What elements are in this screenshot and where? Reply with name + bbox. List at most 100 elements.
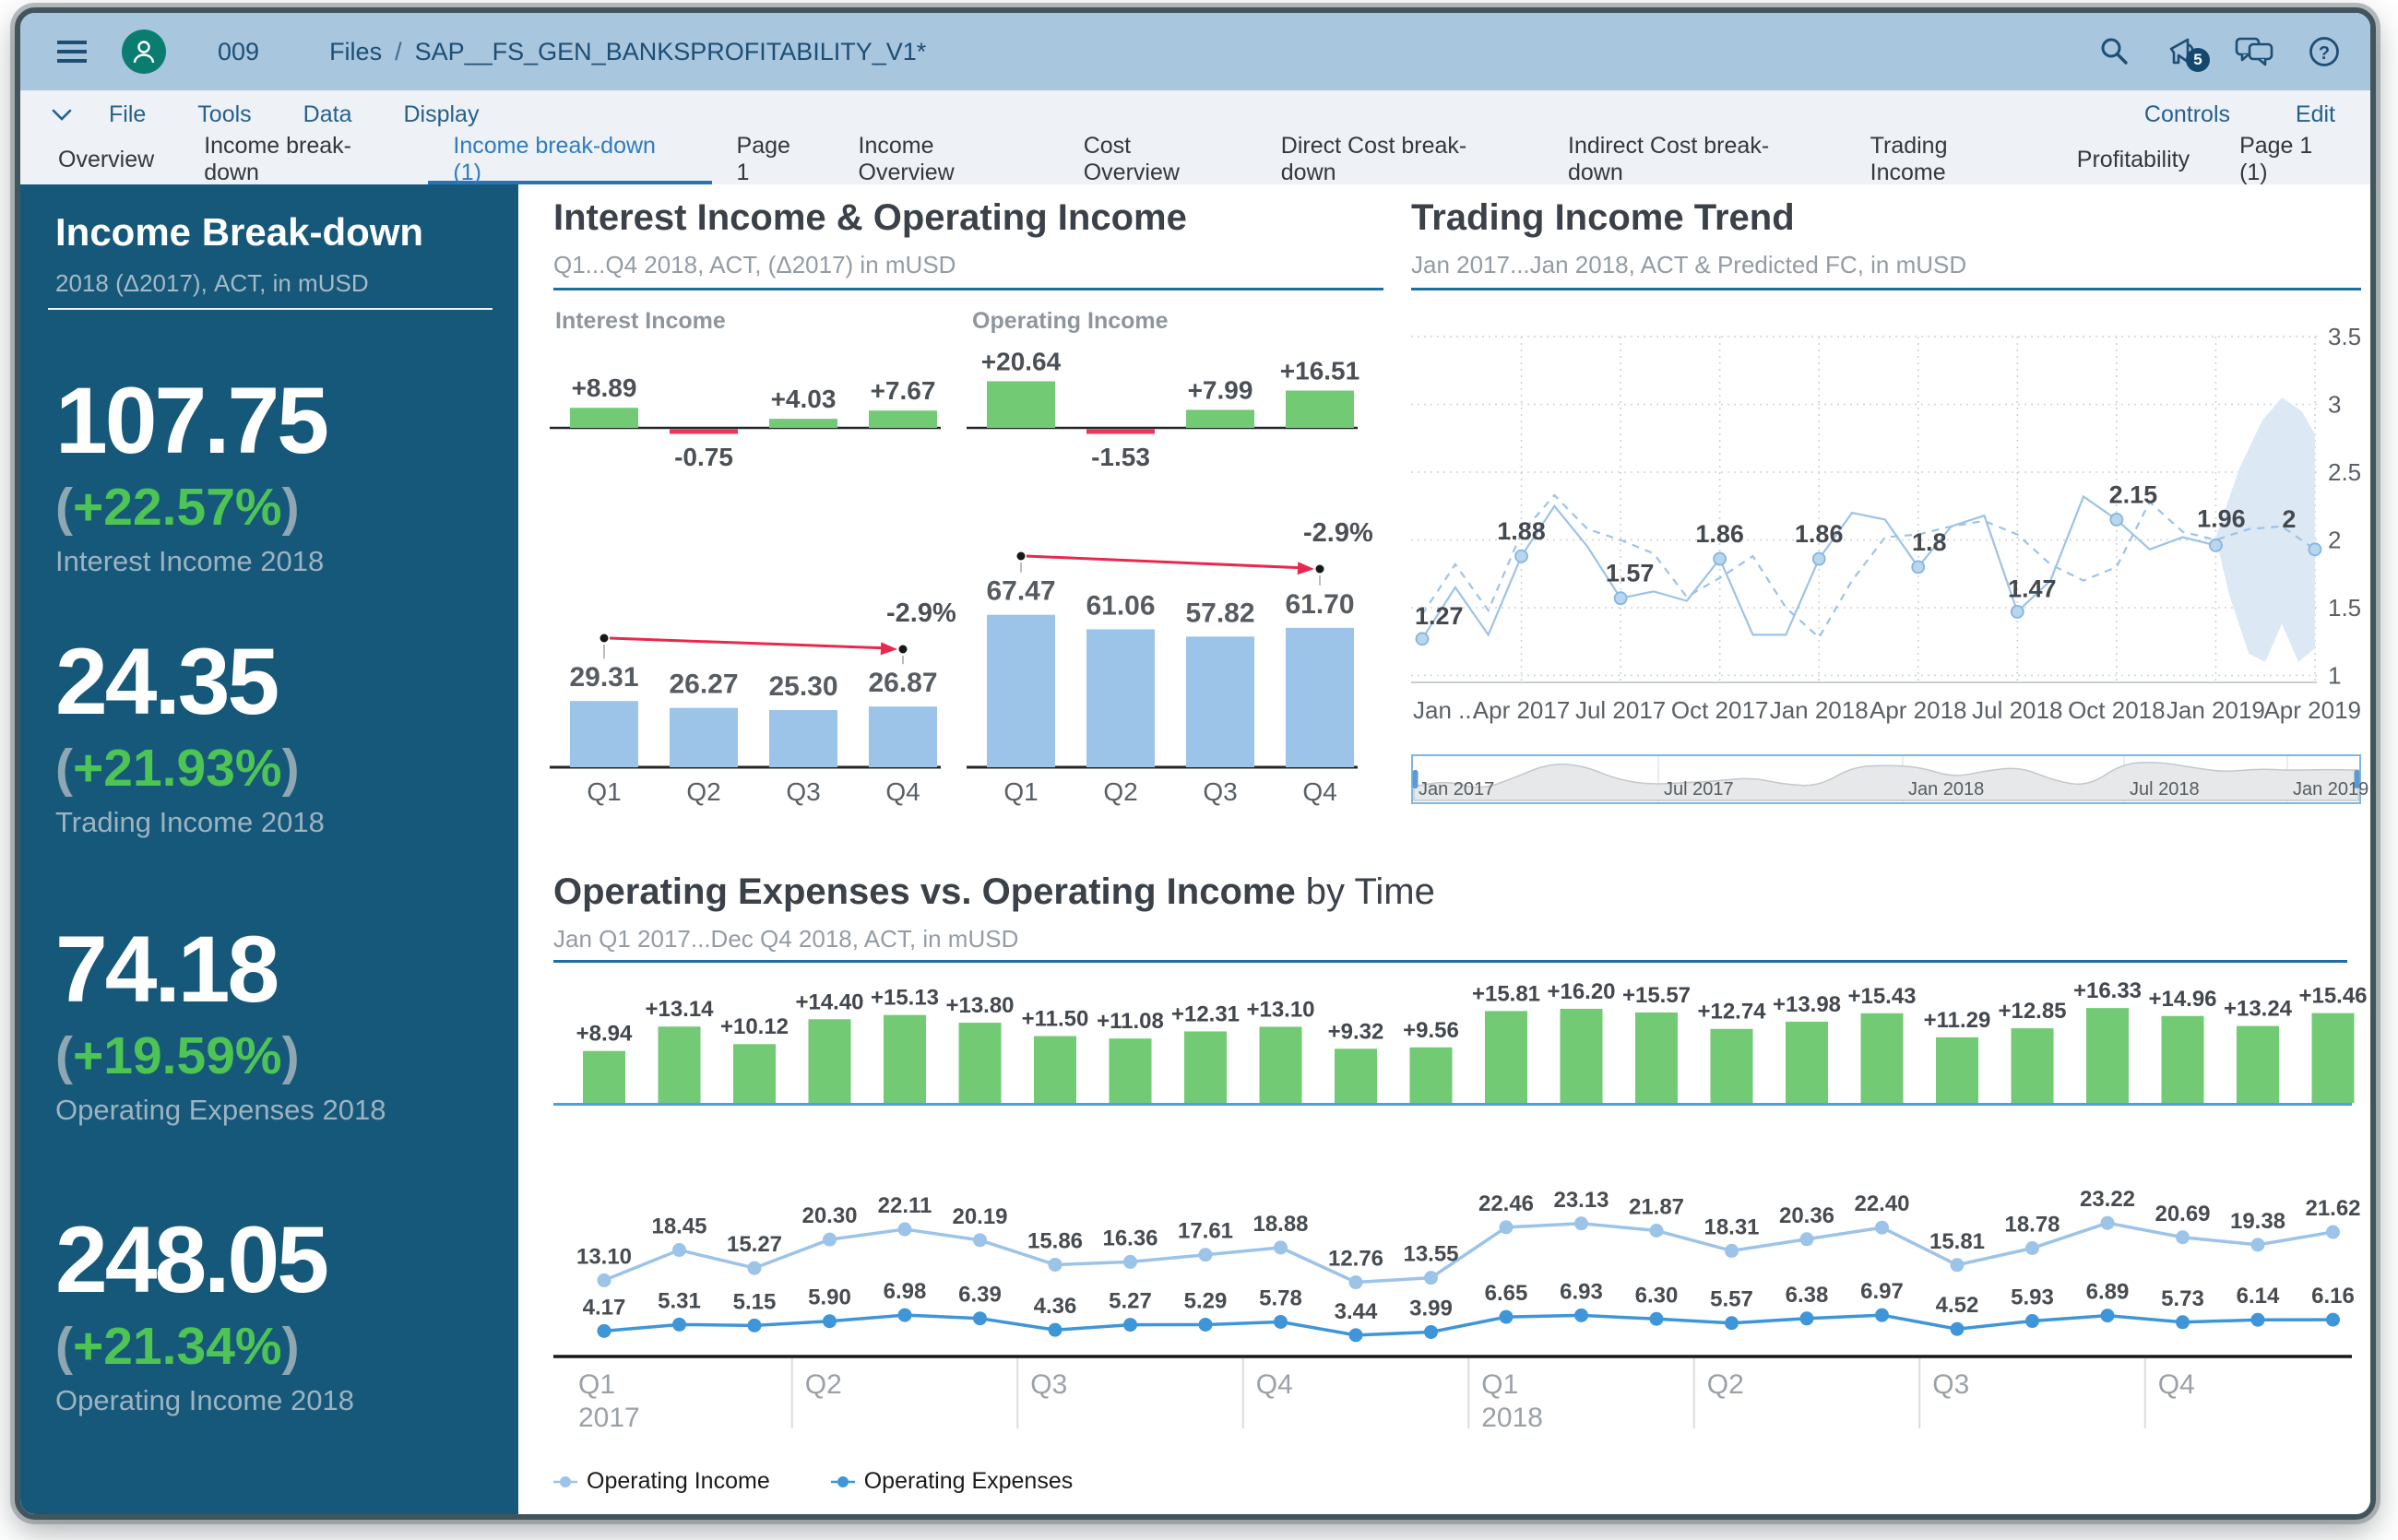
sidebar-subtitle: 2018 (Δ2017), ACT, in mUSD (55, 269, 369, 297)
kpi-tile[interactable]: 24.35 (+21.93%) Trading Income 2018 (55, 634, 325, 839)
svg-text:Oct 2017: Oct 2017 (1671, 696, 1769, 724)
svg-text:+9.56: +9.56 (1403, 1018, 1459, 1043)
legend-label: Operating Income (587, 1468, 770, 1494)
svg-text:Jul 2018: Jul 2018 (2130, 779, 2200, 800)
kpi-label: Interest Income 2018 (55, 545, 325, 577)
svg-text:Jul 2017: Jul 2017 (1575, 696, 1666, 724)
menu-item-data[interactable]: Data (303, 101, 352, 127)
svg-text:Q2: Q2 (1707, 1369, 1744, 1400)
svg-text:1.96: 1.96 (2197, 504, 2246, 532)
svg-text:22.11: 22.11 (878, 1193, 932, 1218)
svg-text:1.8: 1.8 (1912, 528, 1947, 556)
svg-text:+7.67: +7.67 (871, 376, 936, 405)
svg-text:6.97: 6.97 (1860, 1279, 1904, 1304)
kpi-tile[interactable]: 248.05 (+21.34%) Operating Income 2018 (55, 1213, 354, 1417)
kpi-tile[interactable]: 107.75 (+22.57%) Interest Income 2018 (55, 373, 329, 578)
svg-text:1: 1 (2328, 662, 2341, 690)
svg-text:4.17: 4.17 (583, 1295, 626, 1320)
breadcrumb-files[interactable]: Files (329, 37, 383, 65)
svg-text:15.27: 15.27 (727, 1232, 782, 1257)
avatar[interactable] (122, 30, 166, 74)
tab-page-1-1-[interactable]: Page 1 (1) (2239, 133, 2313, 185)
svg-text:4.36: 4.36 (1034, 1294, 1077, 1319)
kpi-value: 24.35 (55, 629, 279, 734)
kpi-label: Trading Income 2018 (55, 806, 325, 838)
charts-area: Interest Income & Operating Income Q1...… (518, 184, 2370, 1514)
ops-delta-bar-chart[interactable]: +8.94 +13.14+10.12+14.40 +15.13 +13.80 +11.5… (553, 976, 2368, 1121)
svg-text:Q2: Q2 (805, 1369, 842, 1400)
svg-text:1.88: 1.88 (1497, 517, 1546, 545)
tenant-id: 009 (218, 37, 260, 65)
kpi-tile[interactable]: 74.18 (+19.59%) Operating Expenses 2018 (55, 922, 386, 1127)
scroller-handle-left[interactable] (1412, 770, 1419, 788)
ops-chart-title: Operating Expenses vs. Operating Income … (553, 871, 1435, 912)
legend-marker-icon (553, 1475, 577, 1487)
svg-text:+14.96: +14.96 (2148, 987, 2216, 1012)
income-chart-rule (553, 288, 1383, 290)
income-comparison-chart[interactable]: Interest Income +8.89 -0.75 +4.03 +7.67 29.31… (550, 304, 1383, 821)
page-tab-bar: Overview Income break-down Income break-do… (20, 133, 2370, 185)
comments-icon[interactable] (2235, 33, 2273, 70)
kpi-value: 74.18 (55, 917, 279, 1022)
svg-text:22.40: 22.40 (1854, 1191, 1909, 1216)
tab-overview[interactable]: Overview (58, 146, 155, 172)
scroller-handle-right[interactable] (2354, 770, 2360, 788)
svg-text:+16.33: +16.33 (2073, 978, 2142, 1003)
search-icon[interactable] (2095, 33, 2132, 70)
edit-button[interactable]: Edit (2295, 101, 2335, 127)
tab-direct-cost-break-down[interactable]: Direct Cost break-down (1280, 133, 1467, 185)
menu-item-display[interactable]: Display (403, 101, 480, 127)
svg-text:Jan 2017: Jan 2017 (1419, 779, 1494, 800)
income-chart-subtitle: Q1...Q4 2018, ACT, (Δ2017) in mUSD (553, 251, 956, 278)
tab-indirect-cost-break-down[interactable]: Indirect Cost break-down (1568, 133, 1770, 185)
svg-text:Jan ...: Jan ... (1413, 696, 1478, 724)
svg-text:Q4: Q4 (885, 777, 920, 806)
tab-page-1[interactable]: Page 1 (736, 133, 790, 185)
svg-text:Jan 2018: Jan 2018 (1770, 696, 1869, 724)
menu-icon[interactable] (57, 39, 89, 65)
svg-text:17.61: 17.61 (1178, 1219, 1233, 1244)
tab-income-overview[interactable]: Income Overview (858, 133, 955, 185)
svg-text:5.31: 5.31 (658, 1288, 701, 1313)
tab-income-break-down[interactable]: Income break-down (204, 133, 351, 185)
ops-chart-rule (553, 960, 2347, 963)
ops-chart-legend: Operating Income Operating Expenses (553, 1468, 1073, 1495)
tab-cost-overview[interactable]: Cost Overview (1083, 133, 1180, 185)
svg-text:1.86: 1.86 (1695, 520, 1744, 548)
svg-text:15.81: 15.81 (1929, 1229, 1985, 1254)
svg-text:26.87: 26.87 (868, 668, 937, 698)
svg-text:Operating Income: Operating Income (972, 308, 1169, 334)
svg-text:29.31: 29.31 (569, 662, 638, 693)
svg-text:5.78: 5.78 (1259, 1285, 1302, 1310)
tab-profitability[interactable]: Profitability (2076, 146, 2190, 172)
svg-text:+15.57: +15.57 (1622, 983, 1691, 1008)
notifications-icon[interactable]: 5 (2166, 33, 2210, 72)
menu-bar: File Tools Data Display Controls Edit (20, 90, 2370, 139)
svg-text:6.89: 6.89 (2086, 1280, 2130, 1305)
controls-button[interactable]: Controls (2143, 101, 2230, 127)
tab-trading-income[interactable]: Trading Income (1870, 133, 1948, 185)
menu-item-tools[interactable]: Tools (197, 101, 252, 127)
notification-badge: 5 (2186, 48, 2210, 72)
story-canvas: Income Break-down 2018 (Δ2017), ACT, in … (20, 184, 2370, 1514)
legend-item-operating-expenses[interactable]: Operating Expenses (830, 1468, 1073, 1495)
income-chart-title: Interest Income & Operating Income (553, 197, 1187, 238)
svg-text:Q4: Q4 (1302, 777, 1336, 806)
svg-text:+13.24: +13.24 (2224, 997, 2293, 1022)
help-icon[interactable]: ? (2306, 33, 2343, 70)
menu-item-file[interactable]: File (109, 101, 147, 127)
tab-income-break-down-1-[interactable]: Income break-down (1) (428, 133, 712, 185)
svg-text:+12.31: +12.31 (1171, 1001, 1240, 1026)
trend-range-scroller[interactable]: Jan 2017 Jul 2017 Jan 2018 Jul 2018 Jan 2019 (1411, 754, 2368, 804)
legend-item-operating-income[interactable]: Operating Income (553, 1468, 770, 1495)
svg-text:+11.08: +11.08 (1097, 1009, 1164, 1034)
svg-text:6.38: 6.38 (1786, 1283, 1829, 1308)
ops-line-chart[interactable]: 13.10 18.45 15.27 20.30 22.11 20.19 15.86 16.36… (553, 1119, 2361, 1456)
svg-text:Interest Income: Interest Income (555, 308, 726, 334)
chevron-down-icon[interactable] (52, 108, 72, 121)
trend-chart-title: Trading Income Trend (1411, 197, 1795, 238)
svg-text:61.06: 61.06 (1086, 590, 1155, 621)
svg-text:+20.64: +20.64 (981, 347, 1062, 375)
svg-text:6.30: 6.30 (1635, 1283, 1679, 1308)
